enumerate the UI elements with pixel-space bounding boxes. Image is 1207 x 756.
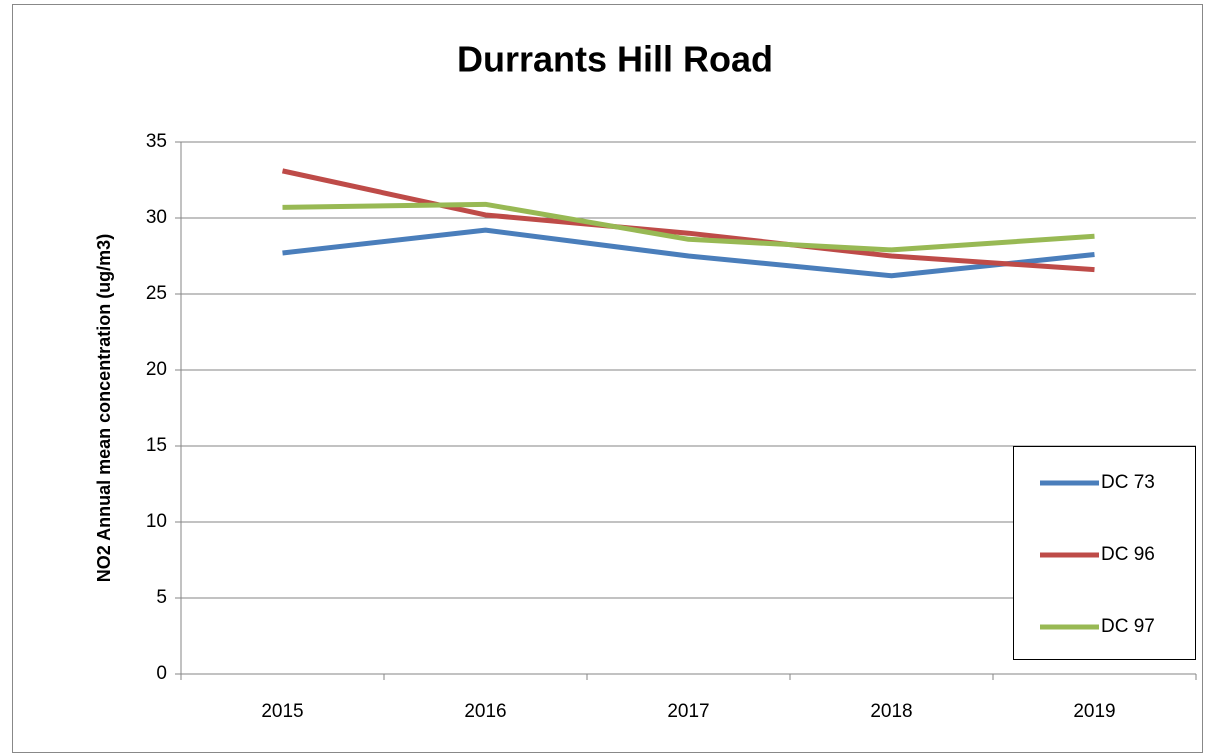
y-tick-label: 30 — [146, 207, 167, 228]
y-tick-label: 20 — [146, 359, 167, 380]
series-line — [282, 201, 1095, 253]
chart-title: Durrants Hill Road — [457, 39, 773, 80]
legend-label: DC 97 — [1101, 616, 1155, 637]
y-tick-label: 5 — [156, 587, 167, 608]
series-line — [281, 168, 1095, 273]
y-axis-label: NO2 Annual mean concentration (ug/m3) — [94, 234, 114, 582]
x-tick-label: 2015 — [261, 701, 303, 722]
series-line — [282, 227, 1095, 279]
y-tick-label: 35 — [146, 131, 167, 152]
x-tick-label: 2017 — [667, 701, 709, 722]
x-tick-label: 2016 — [464, 701, 506, 722]
chart-frame — [12, 4, 1203, 753]
y-tick-label: 25 — [146, 283, 167, 304]
y-tick-label: 10 — [146, 511, 167, 532]
y-tick-label: 15 — [146, 435, 167, 456]
y-tick-label: 0 — [156, 663, 167, 684]
legend-label: DC 96 — [1101, 544, 1155, 565]
x-tick-label: 2018 — [870, 701, 912, 722]
x-tick-label: 2019 — [1073, 701, 1115, 722]
legend-label: DC 73 — [1101, 472, 1155, 493]
